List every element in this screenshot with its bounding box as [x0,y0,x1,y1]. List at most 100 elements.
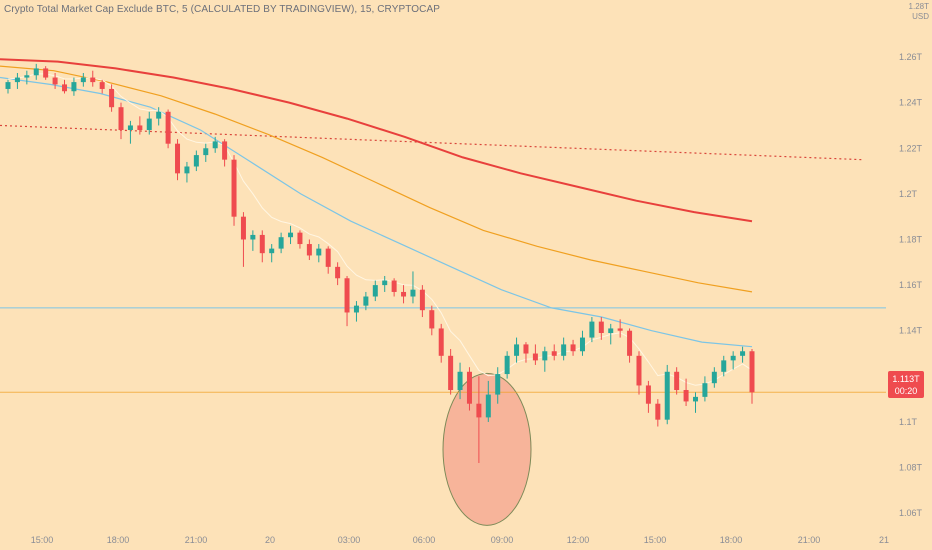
candle-body [325,248,331,267]
candle-body [52,77,58,85]
candle-body [523,344,529,354]
candle-body [730,355,736,361]
time-axis-tick: 21:00 [185,535,208,545]
candle-body [532,353,538,361]
candle-body [269,248,275,254]
candle-body [278,237,284,249]
candle-body [721,360,727,372]
candle-body [80,77,86,83]
time-axis-tick: 15:00 [31,535,54,545]
candle-body [335,266,341,279]
candle-body [692,396,698,402]
candle-body [674,371,680,391]
candle-body [749,351,755,393]
candle-body [664,371,670,420]
candle-body [608,328,614,334]
candle-body [542,351,548,361]
highlight-ellipse [442,372,532,526]
bar-countdown: 00:20 [894,386,918,396]
symbol-title: Crypto Total Market Cap Exclude BTC, 5 (… [4,4,441,15]
price-axis-tick: 1.2T [899,189,918,199]
price-axis-header: 1.28T USD [901,2,929,22]
candle-body [570,344,576,352]
candle-body [184,166,190,174]
price-axis-tick: 1.26T [899,52,923,62]
candle-body [438,328,444,356]
price-axis-tick: 1.18T [899,234,923,244]
candle-body [165,111,171,144]
last-price-tag: 1.113T 00:20 [888,371,924,398]
candle-body [288,232,294,238]
candle-body [466,371,472,404]
candle-body [740,351,746,356]
candle-body [391,280,397,292]
price-axis-tick: 1.24T [899,98,923,108]
price-axis-tick: 1.16T [899,280,923,290]
candle-body [156,111,162,119]
last-price-value: 1.113T [892,374,920,384]
candle-body [297,232,303,245]
candle-body [485,394,491,418]
candle-body [250,234,256,240]
price-axis-tick: 1.14T [899,326,923,336]
candle-body [589,321,595,338]
candle-body [62,84,68,92]
price-axis-tick: 1.08T [899,463,923,473]
candle-body [579,337,585,352]
price-axis-top-label: 1.28T [908,2,929,11]
moving-average-line [0,76,753,348]
candle-body [14,77,20,83]
candle-body [127,125,133,131]
time-axis-tick: 18:00 [107,535,130,545]
candle-body [561,344,567,356]
time-axis-tick: 06:00 [413,535,436,545]
candle-body [90,77,96,83]
candle-body [514,344,520,356]
candle-body [617,328,623,331]
candle-body [240,216,246,240]
candle-body [711,371,717,384]
candle-body [363,296,369,306]
moving-average-line [0,65,753,293]
time-axis-tick: 21:00 [798,535,821,545]
candle-body [175,143,181,174]
candle-body [476,403,482,418]
candle-body [636,355,642,386]
candle-body [448,355,454,391]
candle-body [118,107,124,131]
candle-body [598,321,604,334]
candle-body [231,159,237,217]
price-axis-tick: 1.22T [899,143,923,153]
currency-label: USD [912,12,929,21]
candle-body [146,118,152,131]
time-axis-tick: 09:00 [491,535,514,545]
time-axis-tick: 12:00 [567,535,590,545]
candle-body [655,403,661,420]
candle-body [627,330,633,356]
candle-body [344,278,350,313]
candle-body [429,310,435,329]
candle-body [316,248,322,256]
candle-body [43,68,49,78]
candle-body [33,68,39,76]
time-axis-tick: 21 [879,535,889,545]
dotted-trend-line [0,124,863,161]
candle-body [5,82,11,89]
candle-body [71,82,77,92]
candle-body [401,291,407,297]
candle-body [372,285,378,297]
candle-body [203,148,209,156]
candle-body [99,82,105,89]
candle-body [702,383,708,397]
candle-body [645,385,651,404]
moving-average-line [0,58,753,223]
candle-body [382,280,388,286]
candle-body [193,155,199,167]
candle-body [495,374,501,395]
candle-body [683,390,689,402]
candle-body [222,141,228,160]
candle-body [410,289,416,297]
candle-body [259,234,265,254]
